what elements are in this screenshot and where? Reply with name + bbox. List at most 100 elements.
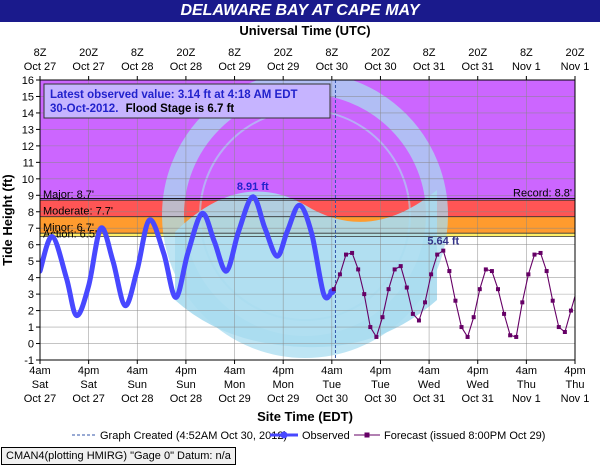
top-tick-time: 20Z	[274, 47, 293, 59]
bottom-axis: 4am Sat Oct 27 4pm Sat Oct 27 4am Sun Oct 28 4pm S…	[24, 360, 590, 405]
series-forecast-line	[333, 249, 575, 339]
y-tick-label: 3	[28, 289, 34, 301]
bottom-tick-date: Oct 28	[170, 393, 202, 405]
top-tick-date: Nov 1	[561, 61, 590, 73]
legend-observed-marker	[280, 431, 288, 439]
top-tick-date: Oct 31	[462, 61, 494, 73]
bottom-tick-time: 4am	[224, 365, 245, 377]
top-tick-time: 8Z	[325, 47, 338, 59]
top-tick-date: Oct 28	[121, 61, 153, 73]
bottom-tick-date: Oct 31	[413, 393, 445, 405]
forecast-point	[374, 334, 379, 339]
forecast-point	[520, 300, 525, 305]
forecast-point	[568, 308, 573, 313]
info-box-date: 30-Oct-2012.	[50, 103, 118, 115]
forecast-point	[453, 298, 458, 303]
forecast-point	[514, 334, 519, 339]
forecast-point	[398, 264, 403, 269]
y-tick-label: 15	[22, 91, 34, 103]
bottom-tick-time: 4am	[418, 365, 439, 377]
bottom-tick-date: Oct 29	[218, 393, 250, 405]
forecast-point	[593, 286, 597, 290]
forecast-point	[459, 325, 464, 330]
forecast-point	[544, 269, 549, 274]
bottom-axis-title: Site Time (EDT)	[257, 409, 353, 424]
y-tick-label: 9	[28, 190, 34, 202]
bottom-tick-time: 4pm	[272, 365, 293, 377]
forecast-point	[575, 287, 579, 291]
bottom-tick-time: 4am	[29, 365, 50, 377]
bottom-tick-time: 4am	[321, 365, 342, 377]
bottom-tick-date: Oct 30	[316, 393, 348, 405]
bottom-tick-time: 4pm	[78, 365, 99, 377]
y-tick-label: -1	[24, 355, 34, 367]
legend-observed-label: Observed	[302, 430, 350, 442]
page-title: DELAWARE BAY AT CAPE MAY	[0, 0, 600, 22]
y-tick-label: 7	[28, 223, 34, 235]
forecast-point	[410, 311, 415, 316]
info-box-flood: Flood Stage is 6.7 ft	[126, 103, 235, 115]
forecast-point	[435, 252, 440, 257]
bottom-tick-time: 4am	[516, 365, 537, 377]
top-tick-date: Oct 31	[413, 61, 445, 73]
forecast-point	[477, 287, 482, 292]
top-tick-time: 8Z	[520, 47, 533, 59]
forecast-point	[495, 287, 500, 292]
top-tick-time: 20Z	[371, 47, 390, 59]
info-box: Latest observed value: 3.14 ft at 4:18 A…	[43, 83, 331, 119]
forecast-point	[350, 250, 355, 255]
top-tick-date: Oct 30	[316, 61, 348, 73]
forecast-point	[538, 250, 543, 255]
top-tick-date: Oct 30	[364, 61, 396, 73]
top-tick-time: 8Z	[423, 47, 436, 59]
bottom-tick-date: Nov 1	[512, 393, 541, 405]
y-tick-label: 5	[28, 256, 34, 268]
bottom-tick-date: Nov 1	[561, 393, 590, 405]
bottom-tick-day: Wed	[467, 379, 489, 391]
bottom-tick-time: 4pm	[370, 365, 391, 377]
stage-label-major: Major: 8.7'	[43, 189, 94, 201]
top-tick-time: 20Z	[566, 47, 585, 59]
footer-datum: CMAN4(plotting HMIRG) "Gage 0" Datum: n/…	[1, 447, 236, 465]
forecast-point	[331, 287, 336, 292]
bottom-tick-day: Mon	[224, 379, 245, 391]
legend-created-label: Graph Created (4:52AM Oct 30, 2012)	[100, 430, 287, 442]
forecast-point	[429, 272, 434, 277]
top-tick-date: Nov 1	[512, 61, 541, 73]
forecast-point	[556, 325, 561, 330]
forecast-point	[337, 272, 342, 277]
bottom-tick-day: Sat	[32, 379, 49, 391]
bottom-tick-date: Oct 27	[72, 393, 104, 405]
bottom-tick-day: Wed	[418, 379, 440, 391]
top-tick-date: Oct 28	[170, 61, 202, 73]
forecast-point	[441, 248, 446, 253]
bottom-tick-day: Sun	[176, 379, 196, 391]
top-tick-date: Oct 27	[24, 61, 56, 73]
bottom-tick-time: 4pm	[467, 365, 488, 377]
forecast-point	[489, 269, 494, 274]
bottom-tick-date: Oct 30	[364, 393, 396, 405]
forecast-point	[356, 267, 361, 272]
info-box-line1: Latest observed value: 3.14 ft at 4:18 A…	[50, 89, 298, 101]
y-tick-label: 6	[28, 240, 34, 252]
forecast-point	[362, 292, 367, 297]
y-tick-label: 8	[28, 207, 34, 219]
top-axis-title: Universal Time (UTC)	[239, 23, 370, 38]
bottom-tick-day: Tue	[371, 379, 390, 391]
bottom-tick-date: Oct 28	[121, 393, 153, 405]
bottom-tick-date: Oct 29	[267, 393, 299, 405]
series-layer	[40, 194, 597, 339]
bottom-tick-day: Thu	[566, 379, 585, 391]
forecast-point	[392, 267, 397, 272]
forecast-point	[416, 318, 421, 323]
peak-label-forecast: 5.64 ft	[427, 236, 459, 248]
y-axis-title: Tide Height (ft)	[0, 174, 15, 265]
legend-forecast-marker	[364, 432, 370, 438]
bottom-tick-day: Mon	[272, 379, 293, 391]
bottom-tick-time: 4pm	[564, 365, 585, 377]
forecast-point	[502, 311, 507, 316]
y-tick-label: 2	[28, 306, 34, 318]
forecast-point	[532, 252, 537, 257]
plot-frame	[39, 79, 576, 361]
